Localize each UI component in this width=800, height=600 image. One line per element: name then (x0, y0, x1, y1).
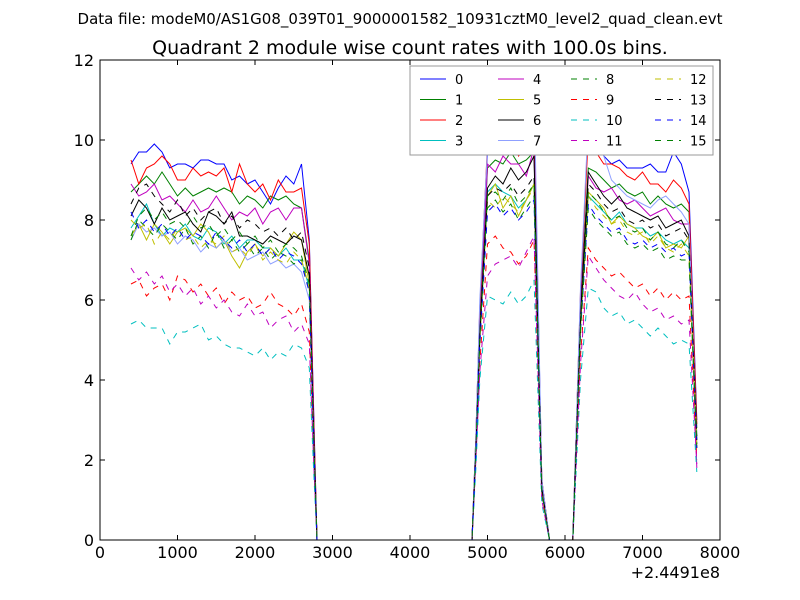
y-tick-label: 10 (74, 131, 94, 150)
series-line-6 (130, 155, 698, 541)
x-tick-label: 4000 (390, 543, 431, 562)
chart-title: Quadrant 2 module wise count rates with … (152, 37, 668, 59)
series-line-12 (130, 186, 698, 541)
y-tick-label: 0 (84, 531, 94, 550)
x-tick-label: 8000 (700, 543, 741, 562)
x-tick-label: 0 (95, 543, 105, 562)
legend-label-8: 8 (606, 73, 614, 88)
series-line-2 (130, 127, 698, 541)
x-tick-label: 6000 (545, 543, 586, 562)
series-line-0 (130, 107, 698, 541)
series-line-5 (130, 182, 698, 541)
legend-label-14: 14 (690, 114, 707, 129)
legend-label-4: 4 (533, 73, 541, 88)
x-tick-label: 7000 (622, 543, 663, 562)
legend-label-11: 11 (606, 135, 623, 150)
x-tick-label: 2000 (235, 543, 276, 562)
legend-label-10: 10 (606, 114, 623, 129)
figure-suptitle: Data file: modeM0/AS1G08_039T01_90000015… (78, 10, 723, 29)
series-line-4 (130, 147, 698, 541)
y-tick-label: 12 (74, 51, 94, 70)
series-line-14 (130, 198, 698, 541)
x-tick-label: 5000 (467, 543, 508, 562)
series-line-10 (130, 279, 698, 541)
legend-label-2: 2 (455, 114, 463, 129)
legend-label-12: 12 (690, 73, 707, 88)
series-line-9 (130, 235, 698, 541)
legend-label-5: 5 (533, 94, 541, 109)
y-tick-label: 2 (84, 451, 94, 470)
x-tick-label: 1000 (157, 543, 198, 562)
y-tick-label: 8 (84, 211, 94, 230)
legend-frame (409, 65, 714, 156)
series-line-1 (130, 150, 698, 541)
x-offset-label: +2.4491e8 (631, 563, 720, 582)
legend-label-13: 13 (690, 94, 707, 109)
y-tick-label: 4 (84, 371, 94, 390)
series-line-13 (130, 174, 698, 541)
series-line-11 (130, 235, 698, 541)
legend-label-15: 15 (690, 135, 707, 150)
y-tick-label: 6 (84, 291, 94, 310)
legend-label-1: 1 (455, 94, 463, 109)
plot-area (130, 83, 698, 541)
legend-label-9: 9 (606, 94, 614, 109)
legend-label-3: 3 (455, 135, 463, 150)
axis-ticks: 0 1000 2000 3000 4000 5000 6000 7000 80000246810… (74, 51, 741, 562)
x-tick-label: 3000 (312, 543, 353, 562)
series-line-15 (130, 182, 698, 541)
legend-label-7: 7 (533, 135, 541, 150)
series-line-3 (130, 183, 698, 541)
legend-label-6: 6 (533, 114, 541, 129)
legend-label-0: 0 (455, 73, 463, 88)
